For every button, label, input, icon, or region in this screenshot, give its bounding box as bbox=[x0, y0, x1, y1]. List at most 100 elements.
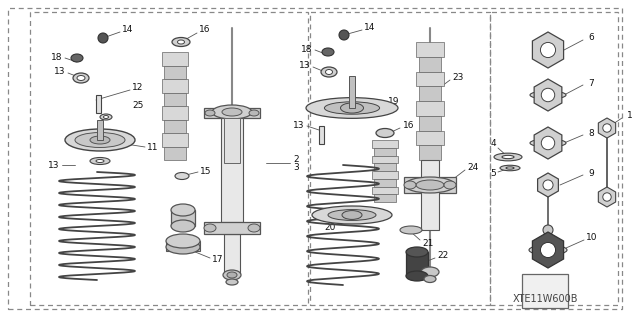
Ellipse shape bbox=[65, 129, 135, 151]
Text: 5: 5 bbox=[490, 168, 496, 177]
Ellipse shape bbox=[249, 110, 259, 116]
Ellipse shape bbox=[405, 177, 455, 193]
Ellipse shape bbox=[96, 160, 104, 162]
Ellipse shape bbox=[104, 115, 109, 118]
Ellipse shape bbox=[416, 180, 444, 190]
Bar bbox=[372, 187, 398, 194]
Ellipse shape bbox=[171, 204, 195, 216]
Circle shape bbox=[339, 30, 349, 40]
Text: 8: 8 bbox=[588, 129, 594, 137]
Circle shape bbox=[98, 33, 108, 43]
Polygon shape bbox=[598, 187, 616, 207]
Text: 10: 10 bbox=[586, 234, 598, 242]
Ellipse shape bbox=[205, 110, 215, 116]
Ellipse shape bbox=[312, 206, 392, 224]
Bar bbox=[204, 108, 260, 118]
Bar bbox=[97, 120, 103, 140]
Bar bbox=[416, 71, 444, 86]
Bar bbox=[421, 160, 439, 230]
Ellipse shape bbox=[340, 103, 364, 113]
Bar bbox=[374, 179, 396, 187]
Text: 11: 11 bbox=[147, 143, 159, 152]
Text: 17: 17 bbox=[212, 256, 224, 264]
Text: 23: 23 bbox=[452, 72, 464, 81]
Ellipse shape bbox=[212, 105, 252, 119]
Ellipse shape bbox=[166, 234, 200, 248]
Ellipse shape bbox=[502, 155, 514, 159]
Text: 7: 7 bbox=[588, 78, 594, 87]
Bar bbox=[96, 95, 101, 113]
Bar bbox=[419, 116, 442, 130]
Ellipse shape bbox=[90, 136, 110, 144]
Ellipse shape bbox=[73, 73, 89, 83]
Ellipse shape bbox=[71, 54, 83, 62]
Polygon shape bbox=[534, 127, 562, 159]
Bar bbox=[374, 194, 396, 202]
Bar bbox=[164, 146, 186, 160]
Ellipse shape bbox=[90, 158, 110, 165]
Text: 24: 24 bbox=[467, 162, 479, 172]
Polygon shape bbox=[534, 79, 562, 111]
Text: 3: 3 bbox=[293, 162, 299, 172]
Ellipse shape bbox=[177, 40, 184, 44]
Ellipse shape bbox=[166, 240, 200, 254]
Ellipse shape bbox=[100, 114, 112, 120]
Text: 20: 20 bbox=[324, 224, 336, 233]
Ellipse shape bbox=[321, 67, 337, 77]
Bar bbox=[162, 133, 188, 146]
Ellipse shape bbox=[529, 245, 567, 255]
Bar bbox=[221, 118, 243, 222]
Bar bbox=[162, 52, 188, 65]
Ellipse shape bbox=[424, 276, 436, 283]
Bar bbox=[224, 234, 240, 274]
Circle shape bbox=[541, 136, 555, 150]
Bar bbox=[349, 76, 355, 108]
Text: 13: 13 bbox=[293, 121, 305, 130]
Bar bbox=[374, 163, 396, 171]
Text: 25: 25 bbox=[132, 100, 144, 109]
Bar bbox=[166, 241, 200, 251]
Bar bbox=[374, 148, 396, 155]
Ellipse shape bbox=[342, 211, 362, 219]
Bar bbox=[164, 65, 186, 79]
Circle shape bbox=[603, 193, 611, 201]
Ellipse shape bbox=[326, 70, 333, 75]
Circle shape bbox=[540, 242, 556, 257]
Bar bbox=[204, 222, 260, 234]
Ellipse shape bbox=[500, 165, 520, 171]
Text: 16: 16 bbox=[403, 122, 415, 130]
Ellipse shape bbox=[172, 38, 190, 47]
Bar bbox=[404, 177, 456, 193]
Text: 22: 22 bbox=[437, 251, 449, 261]
Ellipse shape bbox=[506, 167, 514, 169]
Text: 13: 13 bbox=[48, 160, 60, 169]
Text: 15: 15 bbox=[200, 167, 212, 175]
Bar bbox=[416, 130, 444, 145]
Text: 12: 12 bbox=[132, 84, 144, 93]
Ellipse shape bbox=[376, 129, 394, 137]
Ellipse shape bbox=[204, 224, 216, 232]
Bar bbox=[372, 155, 398, 163]
Ellipse shape bbox=[226, 279, 238, 285]
Ellipse shape bbox=[494, 153, 522, 161]
Ellipse shape bbox=[171, 220, 195, 232]
Circle shape bbox=[540, 42, 556, 57]
Bar bbox=[372, 171, 398, 179]
Text: 4: 4 bbox=[490, 139, 496, 149]
Text: 14: 14 bbox=[364, 24, 376, 33]
Bar bbox=[164, 120, 186, 133]
Ellipse shape bbox=[227, 272, 237, 278]
Polygon shape bbox=[598, 118, 616, 138]
Bar bbox=[164, 93, 186, 106]
Text: 14: 14 bbox=[122, 26, 134, 34]
Polygon shape bbox=[532, 32, 564, 68]
Ellipse shape bbox=[222, 108, 242, 116]
Ellipse shape bbox=[175, 173, 189, 180]
Ellipse shape bbox=[328, 210, 376, 220]
Text: 18: 18 bbox=[301, 44, 313, 54]
Bar bbox=[416, 42, 444, 57]
Bar bbox=[406, 252, 428, 276]
Text: XTE11W600B: XTE11W600B bbox=[512, 294, 578, 304]
Bar bbox=[171, 210, 195, 226]
Text: 13: 13 bbox=[300, 61, 311, 70]
